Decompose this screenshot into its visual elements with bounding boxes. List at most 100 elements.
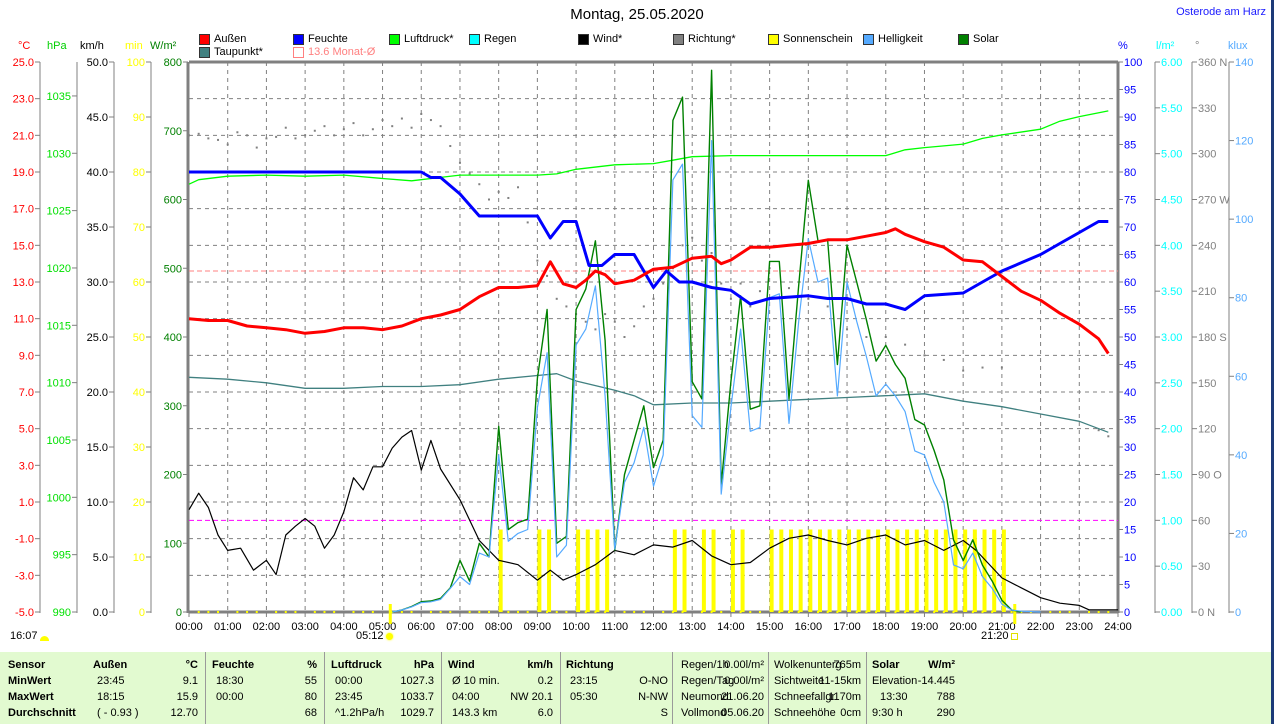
axis-tick-label: 3.50 [1161,286,1182,298]
quarter-hour-dot [720,611,723,613]
axis-tick-label: 25.0 [13,57,34,69]
legend-swatch [199,33,210,45]
group-title: Richtung [566,659,614,671]
x-axis-tick-label: 13:00 [678,621,706,633]
direction-point [1000,366,1003,369]
x-axis-tick-label: 20:00 [949,621,977,633]
direction-point [807,297,810,300]
direction-point [787,287,790,290]
quarter-hour-dot [284,611,287,613]
axis-tick-label: 990 [53,607,71,619]
axis-tick-label: 90 [1124,112,1136,124]
axis-tick-label: 2.50 [1161,378,1182,390]
stat-value: 55 [304,675,317,687]
axis-tick-label: 45 [1124,360,1136,372]
axis-tick-label: 4.50 [1161,195,1182,207]
axis-tick-label: 20 [133,497,145,509]
direction-point [729,297,732,300]
sunshine-bar [905,529,910,612]
axis-tick-label: 70 [1124,222,1136,234]
direction-point [604,313,607,316]
x-axis-tick-label: 14:00 [717,621,745,633]
x-axis-tick-label: 21:00 [988,621,1016,633]
direction-point [400,117,403,120]
sunshine-bar [982,529,987,612]
misc-label: Wolkenunterg [774,659,842,671]
quarter-hour-dot [439,611,442,613]
x-axis-tick-label: 09:00 [524,621,552,633]
legend-label: Regen [484,33,517,45]
axis-tick-label: 1030 [47,148,71,160]
stat-value: N-NW [638,691,668,703]
direction-point [662,282,665,285]
misc-value: 11-15km [819,675,861,687]
axis-unit-humidity: % [1118,40,1128,52]
quarter-hour-dot [633,611,636,613]
sunshine-bar [895,529,900,612]
stat-time: 18:15 [97,691,125,703]
direction-point [420,112,423,115]
direction-point [633,325,636,328]
axis-tick-label: 5.50 [1161,103,1182,115]
misc-label: Sichtweite [774,675,825,687]
axis-tick-label: -1.0 [15,534,34,546]
axis-tick-label: 40 [1124,387,1136,399]
stat-value: S [660,707,668,719]
stat-value: 0.2 [537,675,553,687]
quarter-hour-dot [565,611,568,613]
axis-tick-label: 20 [1235,528,1247,540]
axis-tick-label: 30 [1198,561,1210,573]
stat-value: 1027.3 [400,675,434,687]
axis-tick-label: 60 [1235,371,1247,383]
direction-point [236,131,239,134]
window-border [1271,0,1274,724]
quarter-hour-dot [410,611,413,613]
misc-value: 0cm [840,707,861,719]
column-separator [560,652,561,724]
legend-item: Wind* [578,33,622,45]
misc-value: 21.06.20 [721,691,764,703]
axis-tick-label: 210 [1198,286,1216,298]
axis-tick-label: 1035 [47,91,71,103]
quarter-hour-dot [236,611,239,613]
update-time-label: 16:07 [10,630,38,642]
stat-value: 12.70 [170,707,198,719]
quarter-hour-dot [275,611,278,613]
series-line-taupunkt [188,373,1109,433]
axis-tick-label: 90 [133,112,145,124]
stat-time: 00:00 [335,675,363,687]
legend-item: Luftdruck* [389,33,454,45]
direction-point [313,129,316,132]
legend-swatch [673,33,684,45]
legend-item: Regen [469,33,516,45]
sunshine-bar [701,529,706,612]
sunshine-bar [856,529,861,612]
sunset-line [1013,604,1017,624]
x-axis-tick-label: 16:00 [795,621,823,633]
axis-tick-label: 15 [1124,525,1136,537]
axis-tick-label: 35.0 [87,222,108,234]
quarter-hour-dot [362,611,365,613]
direction-point [846,328,849,331]
legend-label: Außen [214,33,247,45]
sunshine-bar [682,529,687,612]
quarter-hour-dot [478,611,481,613]
column-separator [441,652,442,724]
axis-tick-label: 0.0 [93,607,108,619]
sunshine-bar [769,529,774,612]
sunshine-bar [672,529,677,612]
sunshine-bar [818,529,823,612]
quarter-hour-dot [507,611,510,613]
axis-tick-label: 300 [1198,149,1216,161]
stat-time: 23:45 [97,675,125,687]
legend-swatch [958,33,969,45]
axis-unit-direction: ° [1195,40,1200,52]
legend-swatch [199,46,210,58]
axis-tick-label: 15.0 [13,240,34,252]
direction-point [923,354,926,357]
station-name[interactable]: Osterode am Harz [1176,6,1266,18]
axis-unit-rain: l/m² [1156,40,1175,52]
weather-chart: 25.0 23.0 21.0 19.0 17.0 15.0 13.0 11.0 9.0 7.0 5.… [13,57,1254,633]
direction-point [487,198,490,201]
direction-point [826,305,829,308]
